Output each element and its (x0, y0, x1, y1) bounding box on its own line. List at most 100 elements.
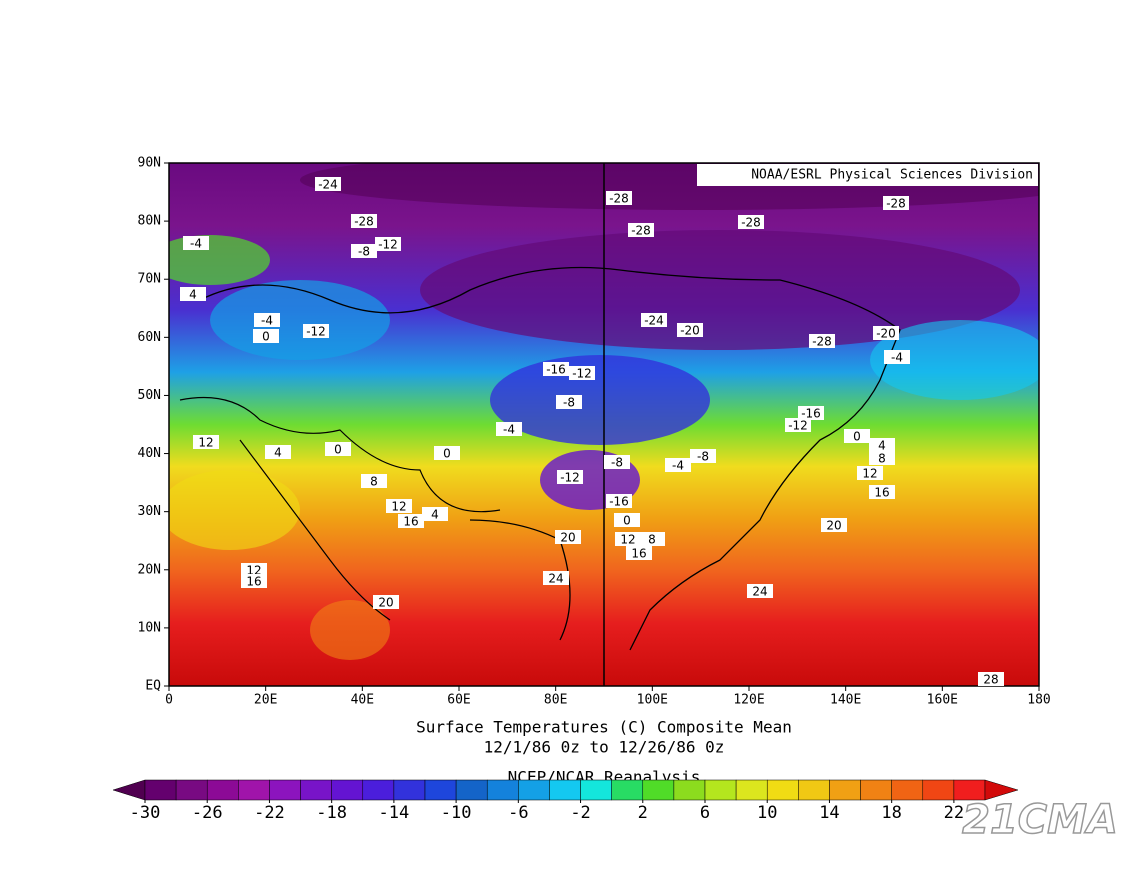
colorbar-label: 6 (700, 803, 710, 823)
contour-label-text: 16 (874, 486, 889, 500)
contour-label: 4 (180, 287, 206, 302)
contour-label: -24 (315, 177, 341, 192)
lat-label: 90N (138, 156, 161, 171)
contour-label-text: 0 (443, 447, 451, 461)
contour-label: 0 (434, 446, 460, 461)
contour-label-box (193, 435, 219, 449)
colorbar-box (704, 779, 737, 801)
colorbar-box (798, 779, 830, 801)
colorbar-label: -30 (130, 803, 161, 823)
contour-label-text: -12 (306, 325, 326, 339)
contour-label-box (665, 458, 691, 472)
contour-label-box (569, 366, 595, 380)
contour-label-text: -28 (631, 224, 651, 238)
contour-label: 8 (639, 532, 665, 547)
contour-label: -4 (183, 236, 209, 251)
contour-label-text: 16 (631, 547, 646, 561)
contour-label-box (180, 287, 206, 301)
contour-label-box (883, 196, 909, 210)
contour-label-box (869, 438, 895, 452)
contour-label-text: -4 (503, 423, 515, 437)
contour-label-box (857, 466, 883, 480)
contour-label-text: -12 (572, 367, 592, 381)
contour-label-text: -4 (261, 314, 273, 328)
colorbar-box (766, 779, 799, 801)
contour-label-text: -24 (644, 314, 664, 328)
contour-label-box (325, 442, 351, 456)
contour-label-text: 20 (560, 531, 575, 545)
lat-label: EQ (145, 679, 161, 694)
contour-label-text: -24 (318, 178, 338, 192)
contour-label: -24 (641, 313, 667, 328)
contour-label-box (351, 244, 377, 258)
contour-label-text: 0 (623, 514, 631, 528)
contour-label-box (398, 514, 424, 528)
contour-label-box (628, 223, 654, 237)
contour-label: 4 (422, 507, 448, 522)
contour-label-text: 0 (262, 330, 270, 344)
credit: NOAA/ESRL Physical Sciences Division (751, 168, 1033, 183)
colorbar-label: -18 (316, 803, 347, 823)
contour-label-box (386, 499, 412, 513)
lat-label: 40N (138, 446, 161, 461)
lat-label: 10N (138, 620, 161, 635)
contour-label: 8 (869, 451, 895, 466)
colorbar-label: 18 (881, 803, 901, 823)
contour-label-box (641, 313, 667, 327)
contour-label-text: -20 (680, 324, 700, 338)
contour-label: 20 (821, 518, 847, 533)
colorbar-box (238, 779, 270, 801)
colorbar-label: 22 (944, 803, 964, 823)
lon-label: 20E (254, 693, 277, 708)
subtitle: 12/1/86 0z to 12/26/86 0z (484, 738, 725, 757)
lon-label: 120E (733, 693, 764, 708)
colorbar-box (860, 779, 892, 801)
contour-label-text: 12 (862, 467, 877, 481)
contour-label: -8 (351, 244, 377, 259)
contour-label: 20 (555, 530, 581, 545)
contour-label-box (434, 446, 460, 460)
colorbar-box (206, 779, 239, 801)
contour-label-text: -28 (812, 335, 832, 349)
contour-label: 24 (543, 571, 569, 586)
contour-label-box (543, 571, 569, 585)
contour-label: -8 (690, 449, 716, 464)
colorbar-box (673, 779, 706, 801)
colorbar-box (549, 779, 581, 801)
contour-label: 20 (373, 595, 399, 610)
contour-label-box (873, 326, 899, 340)
contour-label-box (253, 329, 279, 343)
contour-label-text: -20 (876, 327, 896, 341)
title: Surface Temperatures (C) Composite Mean (416, 718, 792, 737)
contour-label-box (315, 177, 341, 191)
colorbar-box (362, 779, 395, 801)
contour-label-text: -12 (378, 238, 398, 252)
contour-label-text: -4 (190, 237, 202, 251)
colorbar-box (455, 779, 488, 801)
lon-label: 60E (447, 693, 470, 708)
contour-label: 8 (361, 474, 387, 489)
contour-label-box (844, 429, 870, 443)
contour-label-text: -16 (609, 495, 629, 509)
colorbar-label: 14 (819, 803, 839, 823)
colorbar-low-arrow (112, 779, 146, 801)
colorbar-box (300, 779, 332, 801)
contour-label-text: 16 (246, 575, 261, 589)
contour-label-box (809, 334, 835, 348)
contour-label: 0 (614, 513, 640, 528)
contour-label: 16 (241, 574, 267, 589)
contour-label: -28 (883, 196, 909, 211)
contour-label-text: -12 (788, 419, 808, 433)
contour-label-box (496, 422, 522, 436)
contour-label: -12 (569, 366, 595, 381)
contour-label: -28 (351, 214, 377, 229)
contour-label: 0 (844, 429, 870, 444)
contour-label: -28 (738, 215, 764, 230)
watermark: 21CMA (962, 797, 1118, 843)
contour-label-box (265, 445, 291, 459)
contour-label-text: -28 (886, 197, 906, 211)
contour-label-text: -16 (546, 363, 566, 377)
contour-label: 4 (869, 438, 895, 453)
lat-label: 20N (138, 562, 161, 577)
contour-label: 12 (615, 532, 641, 547)
